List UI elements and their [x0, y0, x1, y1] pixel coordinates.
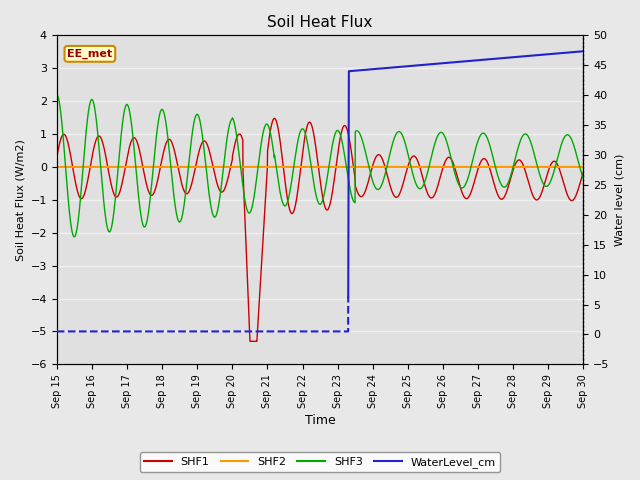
Title: Soil Heat Flux: Soil Heat Flux [268, 15, 372, 30]
Y-axis label: Water level (cm): Water level (cm) [615, 154, 625, 246]
Y-axis label: Soil Heat Flux (W/m2): Soil Heat Flux (W/m2) [15, 139, 25, 261]
Text: EE_met: EE_met [67, 48, 113, 59]
X-axis label: Time: Time [305, 414, 335, 427]
Legend: SHF1, SHF2, SHF3, WaterLevel_cm: SHF1, SHF2, SHF3, WaterLevel_cm [140, 452, 500, 472]
